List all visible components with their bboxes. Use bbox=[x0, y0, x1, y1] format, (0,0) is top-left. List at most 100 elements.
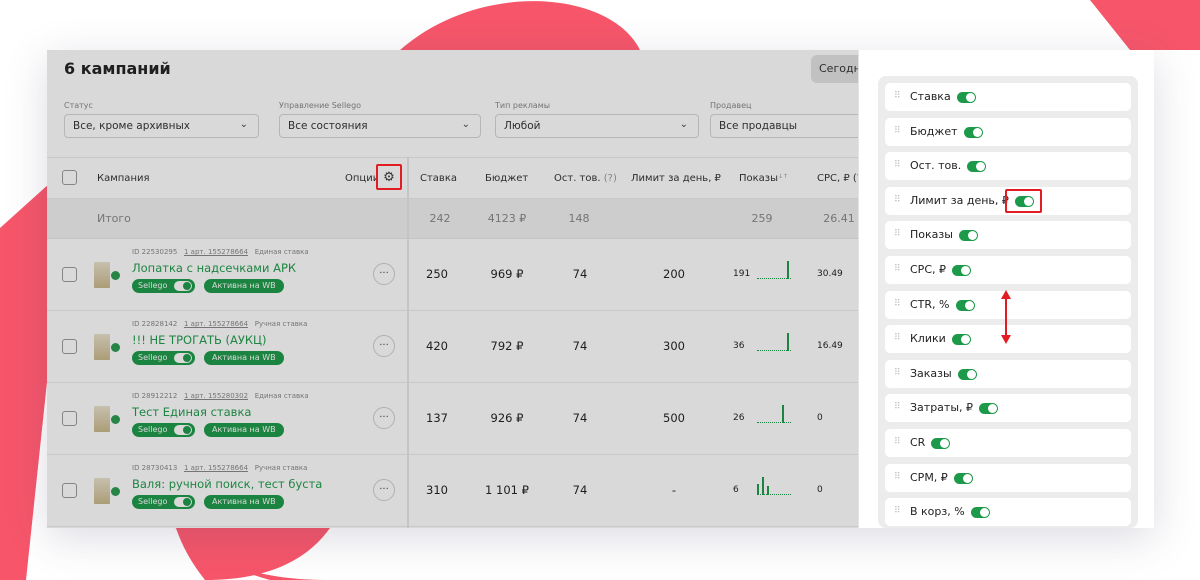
drag-handle-icon[interactable]: ⠿ bbox=[894, 333, 901, 344]
table-row[interactable]: ID 28730413 1 арт. 155278664 Ручная став… bbox=[47, 455, 858, 527]
drag-arrow-icon bbox=[1001, 290, 1011, 344]
select-all-checkbox[interactable] bbox=[62, 170, 77, 185]
column-visibility-toggle[interactable] bbox=[952, 265, 971, 276]
filter-management-select[interactable]: Все состояния ⌄ bbox=[279, 114, 481, 138]
row-checkbox[interactable] bbox=[62, 267, 77, 282]
col-daily-limit[interactable]: Лимит за день, ₽ bbox=[631, 173, 721, 184]
filter-seller-select[interactable]: Все продавцы bbox=[710, 114, 858, 138]
row-checkbox[interactable] bbox=[62, 339, 77, 354]
campaign-name-link[interactable]: Лопатка с надсечками АРК bbox=[132, 261, 297, 275]
cell-impressions: 191 bbox=[733, 269, 751, 279]
column-option-item[interactable]: ⠿ Ост. тов. bbox=[885, 152, 1131, 181]
article-link[interactable]: 1 арт. 155278664 bbox=[184, 464, 249, 472]
sparkline-baseline bbox=[757, 278, 791, 279]
column-option-item[interactable]: ⠿ Лимит за день, ₽ bbox=[885, 186, 1131, 215]
drag-handle-icon[interactable]: ⠿ bbox=[894, 229, 901, 240]
column-visibility-toggle[interactable] bbox=[931, 438, 950, 449]
column-option-item[interactable]: ⠿ CPC, ₽ bbox=[885, 256, 1131, 284]
column-visibility-toggle[interactable] bbox=[954, 472, 973, 484]
sellego-toggle[interactable]: Sellego bbox=[132, 279, 195, 293]
wb-status-badge: Активна на WB bbox=[204, 351, 284, 365]
cell-cpc: 30.49 bbox=[817, 269, 843, 279]
more-options-button[interactable]: ··· bbox=[373, 479, 395, 501]
more-options-button[interactable]: ··· bbox=[373, 335, 395, 357]
campaign-name-link[interactable]: Тест Единая ставка bbox=[132, 405, 252, 419]
drag-handle-icon[interactable]: ⠿ bbox=[894, 471, 901, 482]
column-option-item[interactable]: ⠿ Бюджет bbox=[885, 117, 1131, 146]
filter-status-select[interactable]: Все, кроме архивных ⌄ bbox=[64, 114, 259, 138]
col-stock[interactable]: Ост. тов. (?) bbox=[554, 173, 617, 184]
cell-budget: 926 ₽ bbox=[490, 411, 524, 425]
column-visibility-toggle[interactable] bbox=[959, 230, 978, 242]
sellego-toggle[interactable]: Sellego bbox=[132, 351, 195, 365]
article-link[interactable]: 1 арт. 155278664 bbox=[184, 248, 249, 256]
drag-handle-icon[interactable]: ⠿ bbox=[894, 367, 901, 378]
column-option-item[interactable]: ⠿ CPM, ₽ bbox=[885, 463, 1131, 492]
drag-handle-icon[interactable]: ⠿ bbox=[894, 91, 901, 101]
gear-icon: ⚙ bbox=[383, 169, 395, 185]
product-thumbnail bbox=[94, 406, 110, 432]
column-option-item[interactable]: ⠿ Клики bbox=[885, 325, 1131, 354]
drag-handle-icon[interactable]: ⠿ bbox=[894, 437, 901, 447]
column-option-item[interactable]: ⠿ Ставка bbox=[885, 83, 1131, 111]
campaign-meta: ID 28730413 1 арт. 155278664 Ручная став… bbox=[132, 464, 307, 472]
column-visibility-toggle[interactable] bbox=[956, 299, 975, 311]
drag-handle-icon[interactable]: ⠿ bbox=[894, 194, 901, 205]
column-visibility-toggle[interactable] bbox=[967, 161, 986, 173]
table-row[interactable]: ID 22530295 1 арт. 155278664 Единая став… bbox=[47, 239, 858, 311]
column-option-item[interactable]: ⠿ CR bbox=[885, 429, 1131, 457]
drag-handle-icon[interactable]: ⠿ bbox=[894, 125, 901, 136]
campaign-id: ID 22530295 bbox=[132, 248, 178, 256]
table-row[interactable]: ID 28912212 1 арт. 155280302 Единая став… bbox=[47, 383, 858, 455]
column-visibility-toggle[interactable] bbox=[1015, 195, 1034, 207]
column-visibility-toggle[interactable] bbox=[979, 403, 998, 415]
col-impressions[interactable]: Показы↓↑ bbox=[739, 173, 788, 184]
table-row[interactable]: ID 22828142 1 арт. 155278664 Ручная став… bbox=[47, 311, 858, 383]
cell-stock: 74 bbox=[572, 267, 588, 281]
filter-adtype-select[interactable]: Любой ⌄ bbox=[495, 114, 699, 138]
impressions-sparkline bbox=[757, 477, 791, 495]
more-options-button[interactable]: ··· bbox=[373, 263, 395, 285]
drag-handle-icon[interactable]: ⠿ bbox=[894, 298, 901, 309]
sparkline-bar bbox=[787, 333, 789, 351]
drag-handle-icon[interactable]: ⠿ bbox=[894, 402, 901, 413]
impressions-sparkline bbox=[757, 405, 791, 423]
drag-handle-icon[interactable]: ⠿ bbox=[894, 160, 901, 171]
row-checkbox[interactable] bbox=[62, 483, 77, 498]
campaign-name-link[interactable]: !!! НЕ ТРОГАТЬ (АУКЦ) bbox=[132, 333, 267, 347]
sellego-toggle[interactable]: Sellego bbox=[132, 495, 195, 509]
sellego-toggle[interactable]: Sellego bbox=[132, 423, 195, 437]
col-budget[interactable]: Бюджет bbox=[485, 173, 529, 184]
drag-handle-icon[interactable]: ⠿ bbox=[894, 264, 901, 274]
article-link[interactable]: 1 арт. 155280302 bbox=[184, 392, 249, 400]
column-option-item[interactable]: ⠿ Заказы bbox=[885, 359, 1131, 388]
cell-limit: 300 bbox=[663, 339, 685, 353]
col-cpc[interactable]: CPC, ₽ (? bbox=[817, 173, 858, 184]
cell-bid: 137 bbox=[426, 411, 448, 425]
column-settings-button[interactable]: ⚙ bbox=[376, 164, 402, 190]
row-checkbox[interactable] bbox=[62, 411, 77, 426]
column-visibility-toggle[interactable] bbox=[952, 334, 971, 346]
column-option-item[interactable]: ⠿ Показы bbox=[885, 221, 1131, 250]
drag-handle-icon[interactable]: ⠿ bbox=[894, 506, 901, 517]
column-visibility-toggle[interactable] bbox=[964, 126, 983, 138]
bid-type: Ручная ставка bbox=[254, 464, 308, 472]
campaign-name-link[interactable]: Валя: ручной поиск, тест буста bbox=[132, 477, 323, 491]
today-button[interactable]: Сегодня bbox=[811, 55, 858, 83]
campaign-id: ID 22828142 bbox=[132, 320, 178, 328]
sellego-label: Sellego bbox=[138, 425, 168, 434]
column-visibility-toggle[interactable] bbox=[957, 92, 976, 103]
column-option-item[interactable]: ⠿ В корз, % bbox=[885, 498, 1131, 527]
column-visibility-toggle[interactable] bbox=[958, 368, 977, 380]
toggle-icon bbox=[174, 281, 192, 291]
column-option-label: Ост. тов. bbox=[910, 159, 962, 173]
limit-toggle-highlight bbox=[1005, 189, 1042, 213]
col-campaign[interactable]: Кампания bbox=[97, 173, 150, 184]
column-visibility-toggle[interactable] bbox=[971, 507, 990, 519]
article-link[interactable]: 1 арт. 155278664 bbox=[184, 320, 249, 328]
column-option-item[interactable]: ⠿ Затраты, ₽ bbox=[885, 394, 1131, 423]
col-bid[interactable]: Ставка bbox=[420, 173, 457, 184]
campaign-id: ID 28912212 bbox=[132, 392, 178, 400]
wb-status-badge: Активна на WB bbox=[204, 423, 284, 437]
more-options-button[interactable]: ··· bbox=[373, 407, 395, 429]
